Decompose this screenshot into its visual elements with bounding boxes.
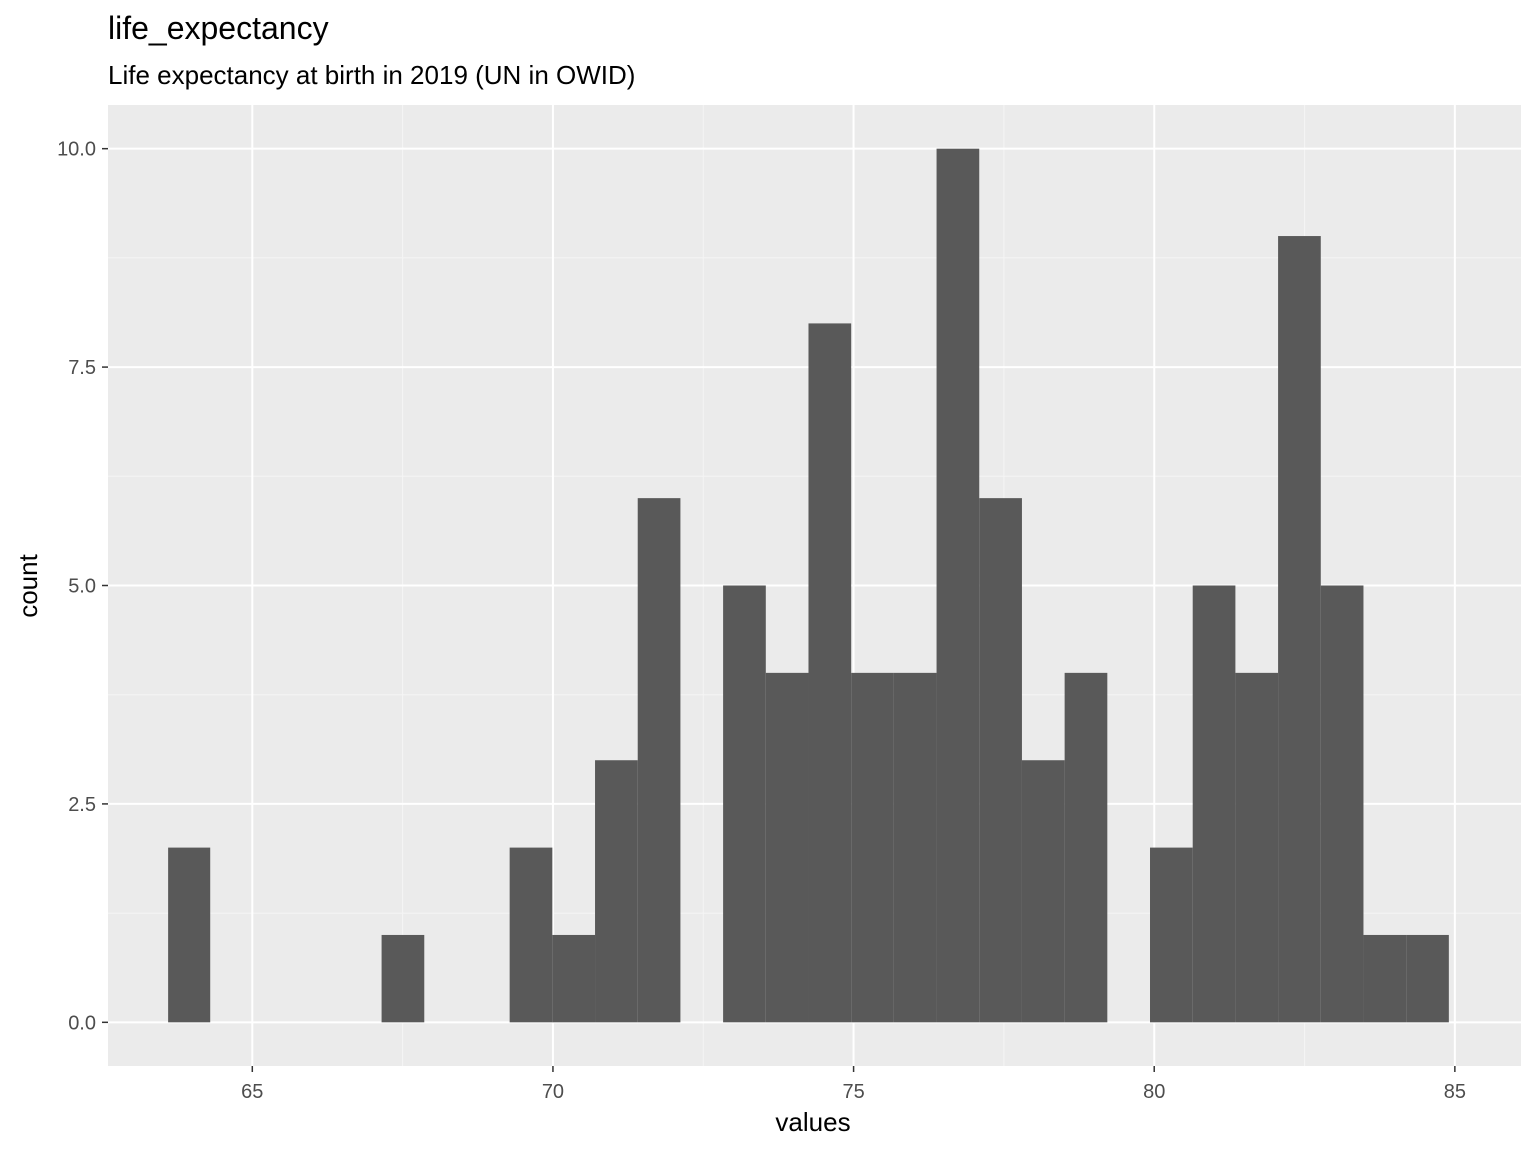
histogram-bar (1064, 672, 1108, 1023)
x-axis: 65 70 75 80 85 (241, 1066, 1466, 1103)
histogram-bar (936, 148, 980, 1023)
chart-subtitle: Life expectancy at birth in 2019 (UN in … (108, 60, 636, 90)
histogram-bar (381, 934, 425, 1023)
x-tick-label: 75 (842, 1081, 864, 1103)
y-axis-title: count (13, 553, 43, 617)
x-tick-label: 85 (1444, 1081, 1466, 1103)
histogram-bar (893, 672, 937, 1023)
histogram-bar (1021, 760, 1065, 1023)
y-tick-label: 7.5 (68, 357, 96, 379)
histogram-bar (723, 585, 766, 1023)
histogram-bar (1363, 934, 1407, 1023)
histogram-bar (552, 934, 596, 1023)
histogram-bar (637, 498, 681, 1023)
y-tick-label: 10.0 (57, 139, 96, 161)
histogram-bar (851, 672, 894, 1023)
x-tick-label: 80 (1143, 1081, 1165, 1103)
histogram-bar (1235, 672, 1279, 1023)
histogram-bar (168, 847, 211, 1023)
histogram-bar (1278, 236, 1321, 1023)
histogram-bar (1150, 847, 1193, 1023)
x-axis-title: values (775, 1107, 850, 1137)
chart-title: life_expectancy (108, 10, 329, 46)
histogram-bar (1192, 585, 1236, 1023)
histogram-bar (1320, 585, 1364, 1023)
y-tick-label: 0.0 (68, 1012, 96, 1034)
histogram-bar (765, 672, 809, 1023)
histogram-bar (808, 323, 852, 1023)
y-tick-label: 5.0 (68, 576, 96, 598)
y-tick-label: 2.5 (68, 794, 96, 816)
y-axis: 0.0 2.5 5.0 7.5 10.0 (57, 139, 108, 1034)
x-tick-label: 70 (542, 1081, 564, 1103)
histogram-bar (1406, 934, 1449, 1023)
x-tick-label: 65 (241, 1081, 263, 1103)
histogram-bars (168, 148, 1449, 1023)
histogram-bar (595, 760, 638, 1023)
histogram-bar (979, 498, 1022, 1023)
histogram-bar (509, 847, 553, 1023)
